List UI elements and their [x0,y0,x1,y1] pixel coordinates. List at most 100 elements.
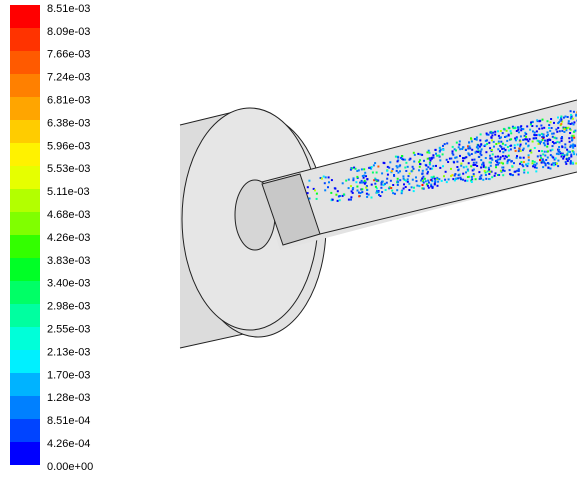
particle [339,199,341,201]
particle [467,152,469,154]
particle [432,165,434,167]
particle [485,151,487,153]
particle [566,127,568,129]
particle [546,140,548,142]
particle [386,182,388,184]
particle [542,134,544,136]
particle [468,162,470,164]
colorbar-label: 3.83e-03 [47,255,90,267]
particle [538,150,540,152]
particle [556,131,558,133]
particle [557,165,559,167]
particle [412,179,414,181]
particle [546,146,548,148]
particle [551,149,553,151]
particle [495,143,497,145]
particle [506,140,508,142]
particle [396,165,398,167]
particle [497,156,499,158]
particle [413,152,415,154]
particle [435,153,437,155]
particle [474,159,476,161]
particle [560,116,562,118]
particle [556,153,558,155]
particle [482,162,484,164]
particle [489,161,491,163]
particle [442,165,444,167]
particle [429,157,431,159]
particle [534,132,536,134]
particle [499,158,501,160]
particle [392,192,394,194]
particle [424,178,426,180]
particle [397,181,399,183]
particle [474,164,476,166]
colorbar-band [10,442,40,465]
particle [324,189,326,191]
particle [376,190,378,192]
particle [526,125,528,127]
particle [541,162,543,164]
particle [561,136,563,138]
particle [364,183,366,185]
particle [525,136,527,138]
particle [551,127,553,129]
particle [337,200,339,202]
particle [396,170,398,172]
colorbar-label: 5.96e-03 [47,140,90,152]
particle [391,170,393,172]
particle [407,178,409,180]
particle [364,180,366,182]
particle [314,189,316,191]
particle [450,175,452,177]
particle [412,166,414,168]
particle [416,180,418,182]
particle [564,147,566,149]
particle [518,131,520,133]
particle [502,132,504,134]
particle [447,161,449,163]
particle [550,168,552,170]
particle [562,158,564,160]
particle [521,128,523,130]
particle [573,153,575,155]
particle [566,158,568,160]
particle [527,163,529,165]
particle [464,180,466,182]
particle [544,155,546,157]
particle [563,117,565,119]
particle [335,194,337,196]
particle [525,133,527,135]
particle [486,139,488,141]
particle [473,169,475,171]
particle [418,185,420,187]
particle [439,151,441,153]
particle [473,162,475,164]
particle [494,131,496,133]
particle [334,188,336,190]
particle [549,139,551,141]
particle [498,141,500,143]
particle [352,179,354,181]
particle [458,174,460,176]
particle [397,178,399,180]
particle [348,179,350,181]
particle [532,160,534,162]
particle [479,146,481,148]
particle [332,199,334,201]
particle [528,145,530,147]
particle [548,124,550,126]
colorbar: 8.51e-038.09e-037.66e-037.24e-036.81e-03… [10,3,93,473]
colorbar-label: 3.40e-03 [47,278,90,290]
colorbar-label: 2.55e-03 [47,324,90,336]
particle [570,114,572,116]
particle [392,184,394,186]
particle [559,130,561,132]
particle [566,154,568,156]
particle [441,180,443,182]
particle [353,177,355,179]
particle [487,170,489,172]
colorbar-label: 4.26e-03 [47,232,90,244]
particle [331,179,333,181]
particle [488,169,490,171]
